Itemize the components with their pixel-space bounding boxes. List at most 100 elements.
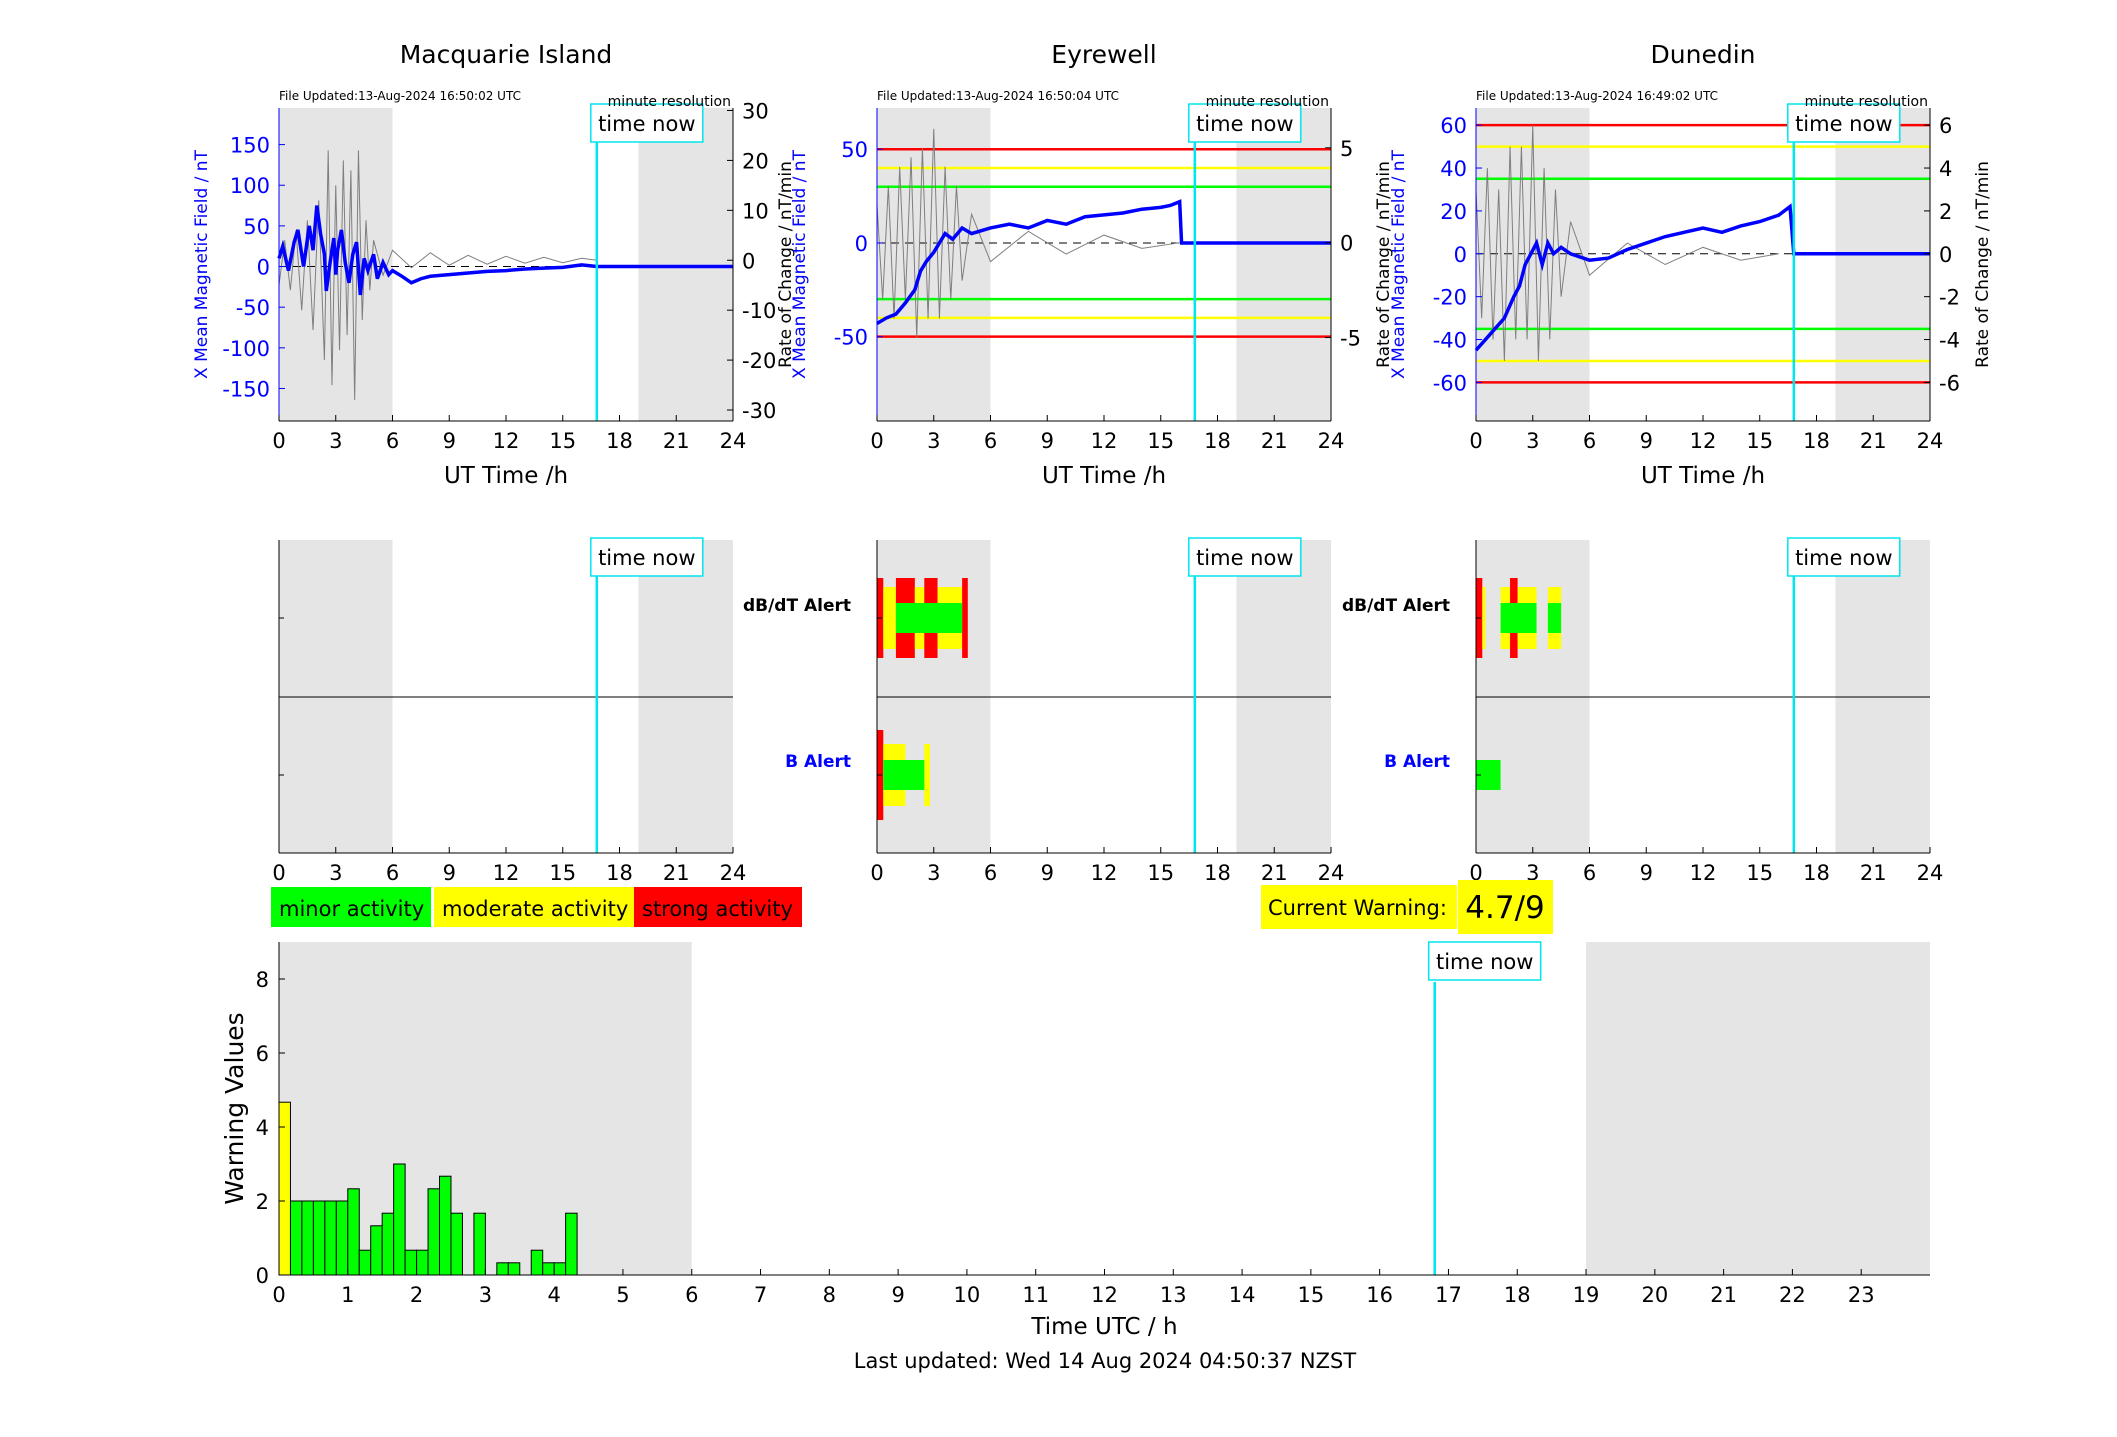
y-tick-label: 4 (256, 1116, 269, 1140)
y-axis-label-left: X Mean Magnetic Field / nT (192, 149, 212, 379)
dbdt-alert-core (1500, 603, 1537, 633)
warning-bar (289, 1200, 303, 1276)
warning-bar (565, 1212, 578, 1276)
x-tick-label: 4 (547, 1283, 560, 1307)
y-tick-label-right: 4 (1939, 157, 1952, 181)
time-now-box (1787, 103, 1901, 143)
legend-swatch-minor (271, 887, 431, 927)
y-tick-label-right: 0 (742, 249, 755, 273)
x-tick-label: 17 (1435, 1283, 1462, 1307)
time-now-label: time now (1787, 537, 1901, 577)
file-updated: File Updated:13-Aug-2024 16:49:02 UTC (1476, 89, 1718, 103)
time-now-text: time now (1795, 112, 1892, 136)
night-shading (1835, 108, 1930, 421)
station-title: Dunedin (1651, 40, 1756, 69)
y-tick-label-right: -6 (1939, 371, 1960, 395)
y-tick-label-left: -40 (1433, 329, 1467, 353)
warning-bar (393, 1163, 406, 1276)
legend-label-moderate: moderate activity (442, 897, 628, 921)
time-now-text: time now (1436, 950, 1533, 974)
warning-bar (450, 1212, 463, 1276)
file-updated: File Updated:13-Aug-2024 16:50:04 UTC (877, 89, 1119, 103)
x-tick-label: 24 (1917, 429, 1944, 453)
warning-bar (496, 1262, 509, 1276)
x-tick-label: 15 (549, 861, 576, 885)
time-now-box (590, 537, 704, 577)
x-tick-label: 12 (493, 861, 520, 885)
y-tick-label-left: 20 (1440, 200, 1467, 224)
y-tick-label-right: -20 (742, 349, 776, 373)
warning-bar (358, 1249, 372, 1276)
current-warning-label: Current Warning: (1268, 896, 1447, 920)
y-tick-label-right: 5 (1340, 137, 1353, 161)
warning-bar (278, 1101, 291, 1276)
x-tick-label: 3 (1526, 861, 1539, 885)
x-axis-label: UT Time /h (1042, 463, 1166, 489)
dbdt-alert-segment (883, 587, 896, 649)
legend-label-minor: minor activity (279, 897, 424, 921)
y-tick-label-right: 0 (1939, 243, 1952, 267)
y-tick-label-left: 150 (230, 134, 270, 158)
x-tick-label: 0 (272, 429, 285, 453)
x-tick-label: 15 (1746, 429, 1773, 453)
x-tick-label: 21 (1261, 429, 1288, 453)
minute-resolution: minute resolution (1805, 94, 1928, 110)
dbdt-alert-core (895, 603, 963, 633)
x-axis-label: UT Time /h (1641, 463, 1765, 489)
rate-of-change-line (1475, 125, 1779, 361)
station-title: Macquarie Island (400, 40, 613, 69)
y-axis-label: Warning Values (220, 1012, 249, 1204)
x-tick-label: 6 (386, 429, 399, 453)
x-tick-label: 21 (1261, 861, 1288, 885)
x-tick-label: 10 (954, 1283, 981, 1307)
y-tick-label-left: -50 (236, 296, 270, 320)
time-now-label: time now (590, 537, 704, 577)
y-tick-label-left: 0 (855, 232, 868, 256)
x-tick-label: 12 (1690, 429, 1717, 453)
x-tick-label: 15 (1298, 1283, 1325, 1307)
current-warning-label-box (1261, 885, 1457, 929)
y-tick-label: 0 (256, 1264, 269, 1288)
time-now-label: time now (590, 103, 704, 143)
y-axis-label-right: Rate of Change / nT/min (1374, 161, 1394, 368)
x-tick-label: 6 (1583, 861, 1596, 885)
x-tick-label: 18 (1204, 429, 1231, 453)
dbdt-alert-label: dB/dT Alert (1342, 596, 1450, 616)
x-tick-label: 15 (1746, 861, 1773, 885)
x-tick-label: 0 (1469, 429, 1482, 453)
x-axis-label: Time UTC / h (1030, 1314, 1177, 1340)
x-tick-label: 24 (720, 861, 747, 885)
x-tick-label: 20 (1641, 1283, 1668, 1307)
time-now-label: time now (1427, 941, 1542, 981)
dbdt-alert-core (1547, 603, 1562, 633)
warning-bar (507, 1262, 521, 1276)
x-tick-label: 15 (549, 429, 576, 453)
warning-bar (542, 1262, 555, 1276)
y-tick-label-right: -10 (742, 299, 776, 323)
time-now-text: time now (1795, 546, 1892, 570)
x-tick-label: 21 (663, 429, 690, 453)
y-tick-label-left: 50 (243, 215, 270, 239)
time-now-text: time now (598, 112, 695, 136)
warning-bar (439, 1175, 452, 1276)
x-tick-label: 11 (1022, 1283, 1049, 1307)
x-tick-label: 23 (1848, 1283, 1875, 1307)
x-tick-label: 18 (1504, 1283, 1531, 1307)
x-tick-label: 24 (1318, 429, 1345, 453)
warning-bar (416, 1249, 429, 1276)
x-tick-label: 18 (1803, 861, 1830, 885)
legend-swatch-moderate (434, 887, 634, 927)
mean-field-line (876, 199, 1331, 326)
y-tick-label-left: -20 (1433, 286, 1467, 310)
y-tick-label: 8 (256, 968, 269, 992)
time-now-text: time now (1196, 546, 1293, 570)
x-tick-label: 15 (1147, 429, 1174, 453)
dbdt-alert-label: dB/dT Alert (743, 596, 851, 616)
x-tick-label: 3 (479, 1283, 492, 1307)
y-tick-label-left: -100 (222, 337, 270, 361)
warning-bar (324, 1200, 337, 1276)
b-alert-core (883, 760, 925, 790)
b-alert-label: B Alert (1384, 752, 1450, 772)
